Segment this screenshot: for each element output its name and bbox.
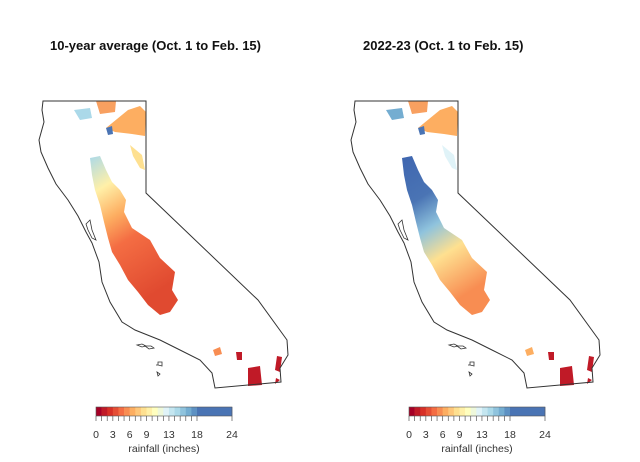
colorbar-tick-label: 6 — [127, 429, 133, 441]
legend-current: 0 3 6 9 13 18 24 rainfall (inches) — [406, 406, 551, 455]
colorbar-segment — [425, 407, 432, 416]
colorbar-segment — [118, 407, 125, 416]
colorbar-tick-label: 24 — [226, 429, 238, 441]
colorbar-segment — [168, 407, 175, 416]
colorbar-segment — [431, 407, 438, 416]
colorbar-segment — [459, 407, 466, 416]
modoc-patch — [442, 145, 457, 170]
south-patch-red — [548, 352, 594, 386]
colorbar-segment — [409, 407, 415, 416]
colorbar-segment — [504, 407, 511, 416]
colorbar-tick-label: 13 — [476, 429, 488, 441]
colorbar-tick-label: 3 — [110, 429, 116, 441]
north-rainfall-patch-west — [74, 108, 92, 120]
panel-title-average: 10-year average (Oct. 1 to Feb. 15) — [50, 38, 261, 53]
map-current — [350, 100, 601, 389]
colorbar-segment — [140, 407, 147, 416]
colorbar-segment — [107, 407, 114, 416]
colorbar-segment — [481, 407, 488, 416]
colorbar-tick-label: 3 — [423, 429, 429, 441]
legend-average: 0 3 6 9 13 18 24 rainfall (inches) — [93, 406, 238, 455]
colorbar-segment — [420, 407, 427, 416]
colorbar-segment — [191, 407, 198, 416]
south-patch-orange — [213, 347, 222, 356]
colorbar-segment — [453, 407, 460, 416]
colorbar-segment — [470, 407, 477, 416]
colorbar-tick-label: 9 — [144, 429, 150, 441]
northeast-rainfall-patch — [106, 106, 146, 136]
north-rainfall-patch — [408, 101, 428, 114]
central-valley-rainfall — [402, 156, 490, 315]
colorbar-segment — [448, 407, 455, 416]
colorbar-tick-label: 13 — [163, 429, 175, 441]
colorbar-segment — [163, 407, 170, 416]
colorbar-segment — [498, 407, 505, 416]
colorbar-tick-label: 6 — [440, 429, 446, 441]
colorbar-segment — [152, 407, 159, 416]
modoc-patch — [130, 145, 145, 170]
colorbar-segment — [135, 407, 142, 416]
colorbar-segment — [146, 407, 153, 416]
map-average — [38, 100, 289, 389]
colorbar-tick-label: 18 — [504, 429, 516, 441]
colorbar-segment — [129, 407, 136, 416]
northeast-blue-edge — [106, 126, 113, 135]
colorbar-segment — [487, 407, 494, 416]
colorbar-tick-label: 18 — [191, 429, 203, 441]
colorbar-segment — [465, 407, 472, 416]
colorbar-frame — [408, 406, 546, 417]
north-rainfall-patch — [96, 101, 116, 114]
colorbar-segment — [101, 407, 108, 416]
south-patch-orange — [525, 347, 534, 356]
legend-title: rainfall (inches) — [128, 443, 199, 455]
colorbar-segment — [510, 407, 546, 416]
panel-title-current: 2022-23 (Oct. 1 to Feb. 15) — [363, 38, 524, 53]
colorbar-segment — [174, 407, 181, 416]
legend-title: rainfall (inches) — [441, 443, 512, 455]
south-patch-red — [236, 352, 282, 386]
colorbar-segment — [442, 407, 449, 416]
colorbar-tick-label: 24 — [539, 429, 551, 441]
colorbar-segment — [493, 407, 500, 416]
colorbar-segment — [112, 407, 119, 416]
colorbar-segment — [476, 407, 483, 416]
colorbar-segment — [414, 407, 421, 416]
colorbar-segment — [180, 407, 187, 416]
colorbar-frame — [95, 406, 233, 417]
north-rainfall-patch-west — [386, 108, 404, 120]
colorbar-segment — [96, 407, 102, 416]
colorbar-tick-label: 0 — [93, 429, 99, 441]
northeast-blue-edge — [418, 126, 425, 135]
colorbar-segment — [197, 407, 233, 416]
northeast-rainfall-patch — [418, 106, 458, 136]
colorbar-tick-label: 9 — [457, 429, 463, 441]
colorbar-segment — [157, 407, 164, 416]
colorbar-segment — [124, 407, 130, 416]
central-valley-rainfall — [90, 156, 178, 315]
colorbar-tick-label: 0 — [406, 429, 412, 441]
colorbar-segment — [437, 407, 443, 416]
colorbar-segment — [185, 407, 192, 416]
